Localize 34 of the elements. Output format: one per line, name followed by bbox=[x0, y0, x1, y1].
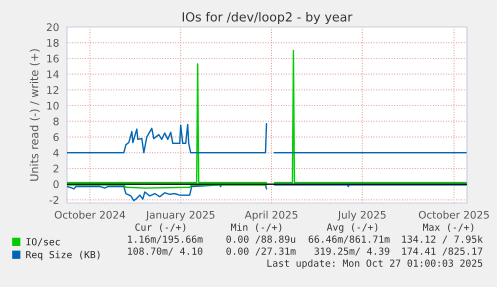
y-axis-title: Units read (-) / write (+) bbox=[30, 49, 40, 181]
y-tick-label: 8 bbox=[53, 118, 59, 126]
y-tick-label: 10 bbox=[47, 102, 59, 110]
y-tick-label: 18 bbox=[47, 38, 59, 47]
text: 174.41 /825.17 bbox=[402, 247, 482, 256]
x-tick-label: October 2024 bbox=[54, 210, 126, 219]
text: Cur (-/+) bbox=[135, 223, 186, 232]
text: 0.00 /88.89u bbox=[226, 235, 296, 244]
text: Max (-/+) bbox=[423, 223, 474, 232]
y-tick-label: 6 bbox=[53, 133, 59, 142]
text: Min (-/+) bbox=[231, 223, 282, 232]
text: 0.00 /27.31m bbox=[226, 247, 296, 256]
x-tick-label: July 2025 bbox=[337, 210, 386, 221]
text: 134.12 / 7.95k bbox=[402, 235, 483, 244]
y-tick-label: 12 bbox=[47, 86, 58, 94]
y-tick-label: 14 bbox=[47, 70, 59, 78]
text: 66.46m/861.71m bbox=[308, 235, 390, 244]
y-tick-label: 4 bbox=[53, 149, 59, 157]
legend-label: IO/sec bbox=[26, 238, 60, 246]
x-tick-label: April 2025 bbox=[244, 210, 298, 221]
chart-title: IOs for /dev/loop2 - by year bbox=[182, 12, 352, 24]
x-tick-label: October 2025 bbox=[418, 210, 489, 219]
text: 319.25m/ 4.39 bbox=[314, 247, 390, 256]
legend-label: Req Size (KB) bbox=[26, 250, 100, 260]
text: Avg (-/+) bbox=[326, 223, 378, 233]
y-tick-label: 16 bbox=[47, 54, 59, 63]
x-tick-label: January 2025 bbox=[146, 210, 214, 221]
text: 108.70m/ 4.10 bbox=[128, 247, 202, 256]
y-tick-label: 0 bbox=[53, 180, 59, 188]
y-tick-label: 2 bbox=[53, 164, 58, 172]
y-tick-label: 20 bbox=[46, 23, 59, 32]
text: Last update: Mon Oct 27 01:00:03 2025 bbox=[267, 259, 482, 269]
text: 1.16m/195.66m bbox=[128, 235, 203, 244]
y-tick-label: -2 bbox=[49, 196, 58, 204]
